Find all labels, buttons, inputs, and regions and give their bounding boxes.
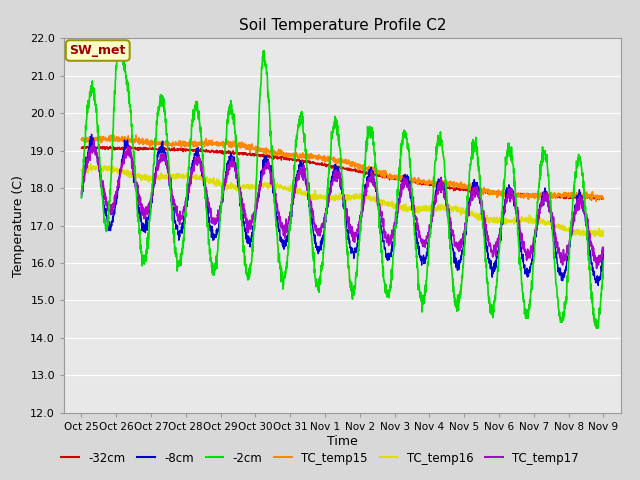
Legend: -32cm, -8cm, -2cm, TC_temp15, TC_temp16, TC_temp17: -32cm, -8cm, -2cm, TC_temp15, TC_temp16,… [56, 447, 584, 469]
X-axis label: Time: Time [327, 434, 358, 448]
Y-axis label: Temperature (C): Temperature (C) [12, 175, 24, 276]
Text: SW_met: SW_met [70, 44, 126, 57]
Title: Soil Temperature Profile C2: Soil Temperature Profile C2 [239, 18, 446, 33]
